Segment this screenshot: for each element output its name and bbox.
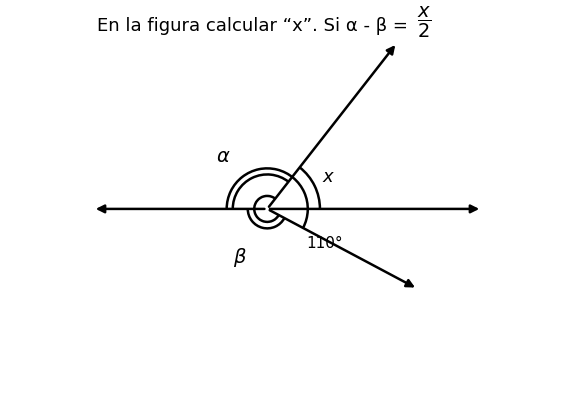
Text: x: x [323, 169, 333, 186]
Text: 110°: 110° [306, 236, 343, 251]
Text: $\dfrac{x}{2}$: $\dfrac{x}{2}$ [417, 5, 432, 40]
Text: α: α [216, 147, 229, 166]
Text: En la figura calcular “x”. Si α - β =: En la figura calcular “x”. Si α - β = [97, 17, 413, 36]
Text: β: β [233, 248, 245, 267]
